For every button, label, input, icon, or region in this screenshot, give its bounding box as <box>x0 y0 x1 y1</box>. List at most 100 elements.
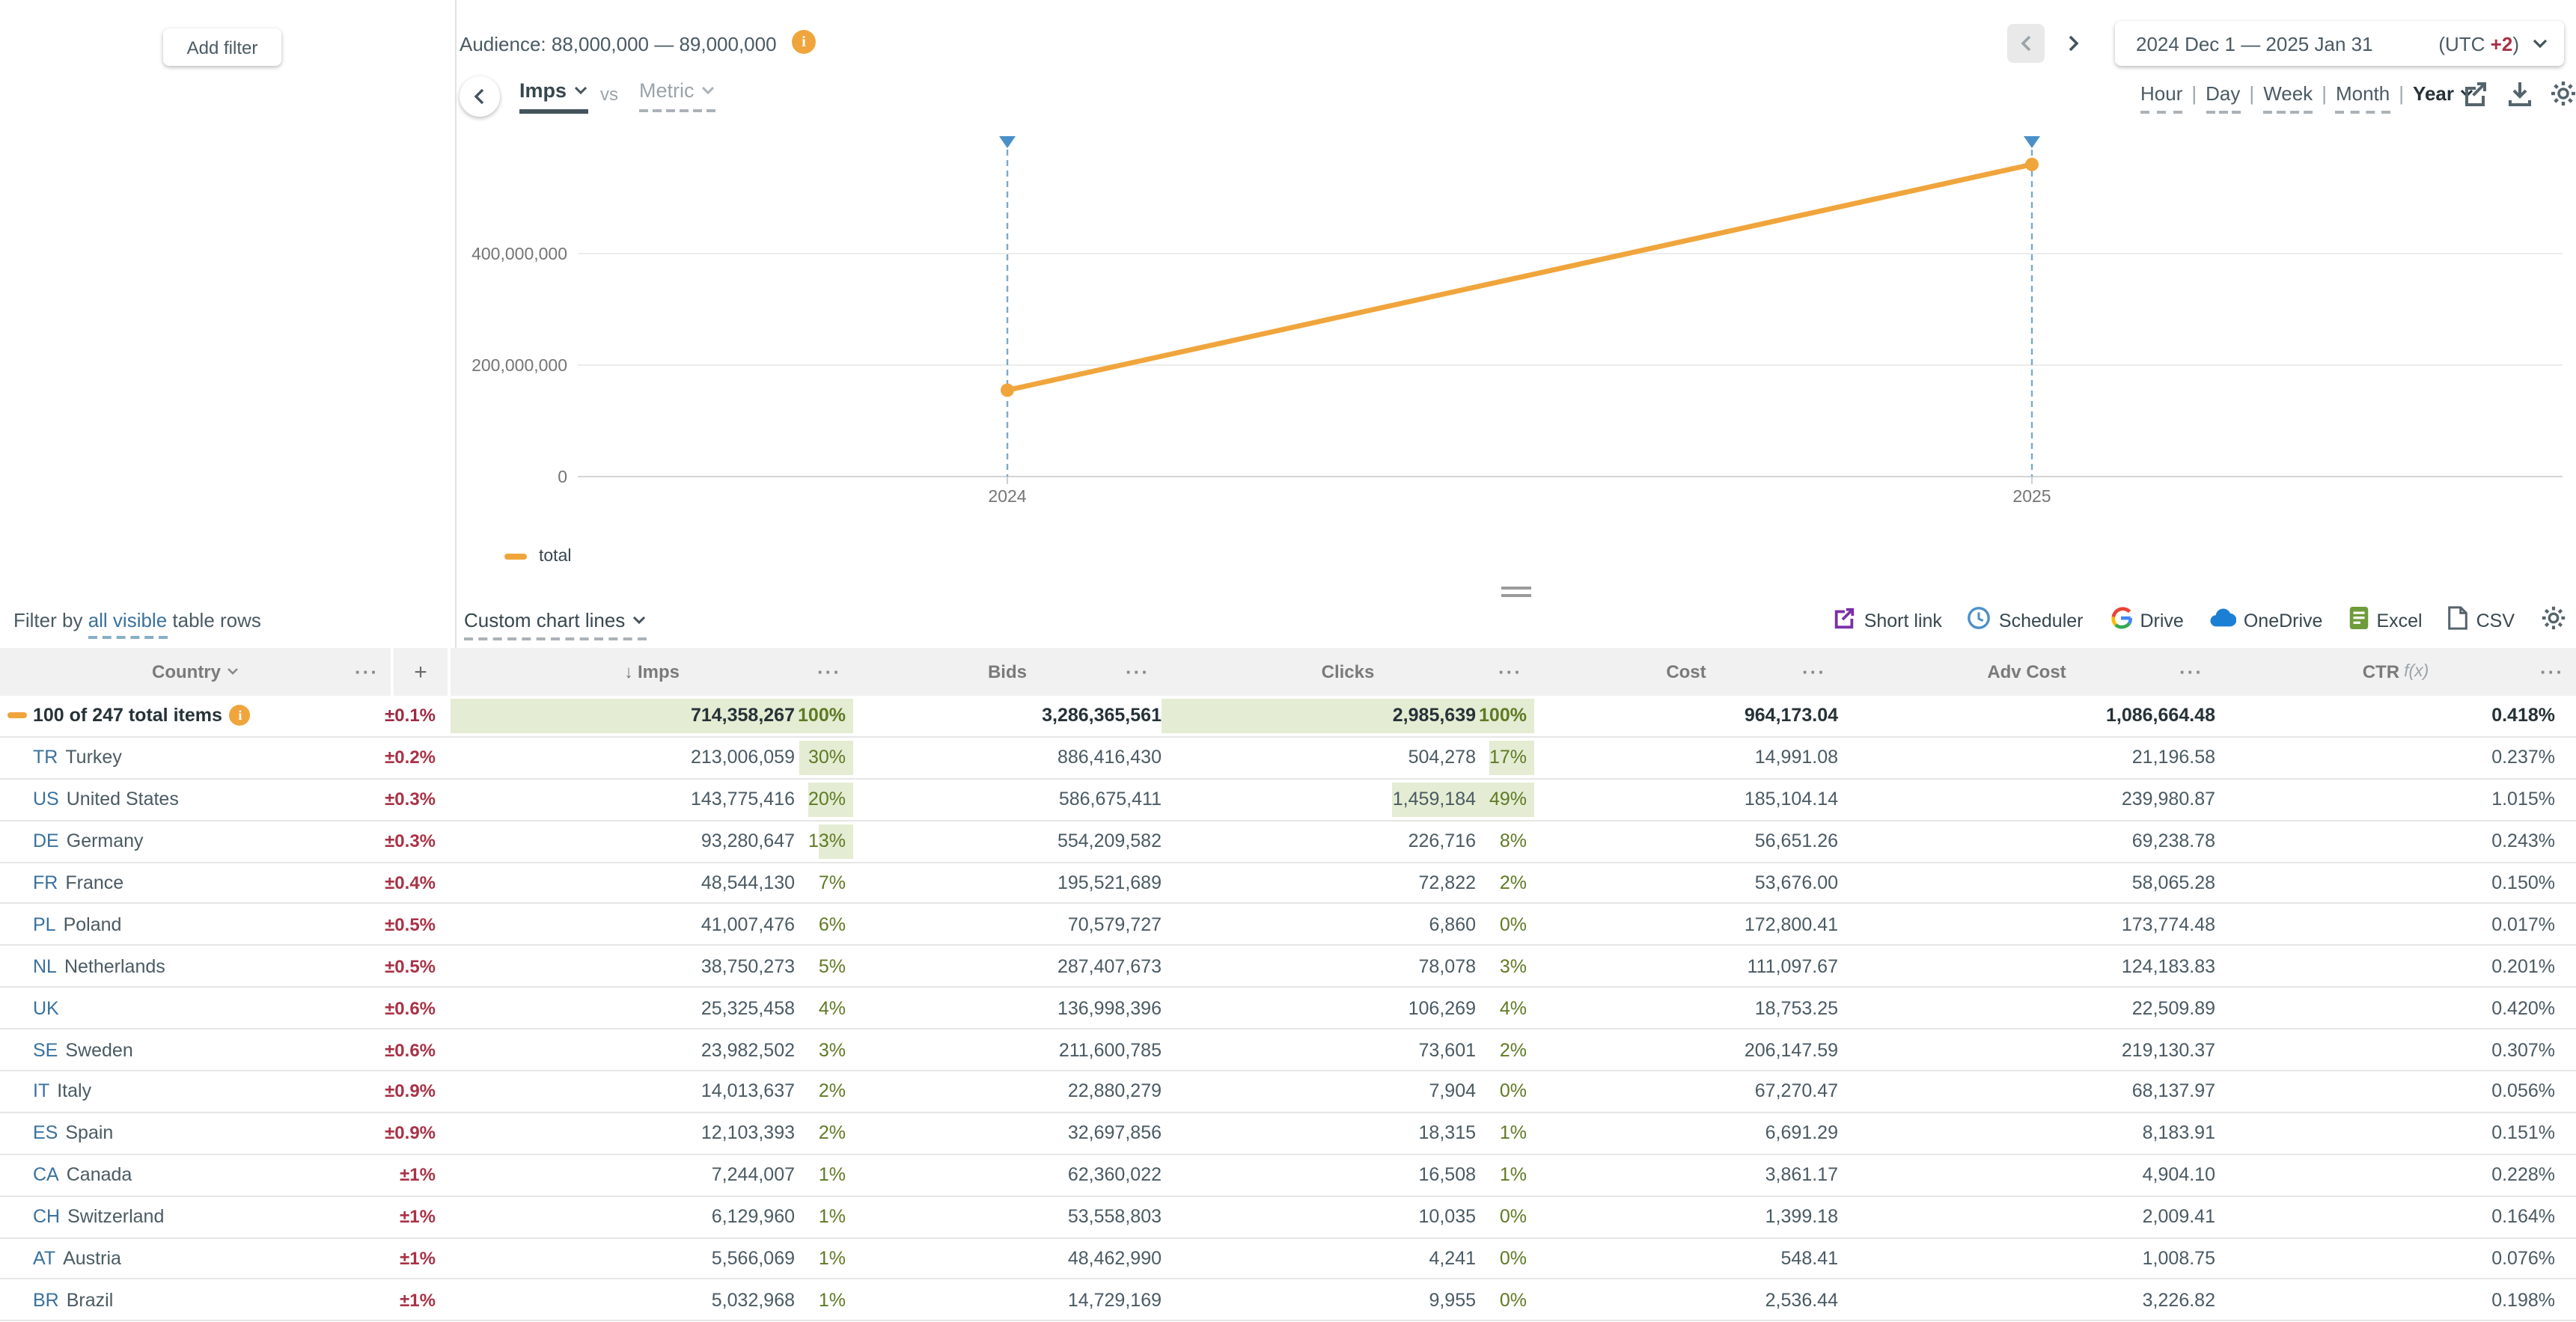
column-header-adv-cost[interactable]: Adv Cost ··· <box>1987 661 2203 683</box>
primary-metric-dropdown[interactable]: Imps <box>519 79 588 114</box>
imps-cell-percent: 1% <box>818 1206 846 1228</box>
row-right-pad <box>2555 863 2576 903</box>
imps-cell-value: 23,982,502 <box>701 1039 795 1061</box>
imps-cell: 48,544,130 7% <box>451 863 853 903</box>
sampling-error-cell: ±0.2% <box>385 747 436 768</box>
annotation-triangle-marker[interactable] <box>999 136 1016 148</box>
country-code: ES <box>33 1122 58 1144</box>
custom-chart-lines-dropdown[interactable]: Custom chart lines <box>464 609 647 640</box>
x-axis-tick-label: 2025 <box>2012 486 2051 506</box>
granularity-month[interactable]: Month <box>2335 82 2390 114</box>
granularity-day[interactable]: Day <box>2206 82 2241 114</box>
table-row[interactable]: IT Italy ±0.9% 14,013,637 2% 22,880,279 7,904 0… <box>0 1071 2576 1113</box>
country-column-menu-icon[interactable]: ··· <box>355 661 379 683</box>
clicks-cell: 106,269 4% <box>1162 988 1534 1028</box>
annotation-triangle-marker[interactable] <box>2024 136 2040 148</box>
granularity-hour[interactable]: Hour <box>2140 82 2183 114</box>
column-header-cost[interactable]: Cost ··· <box>1666 661 1826 683</box>
csv-file-icon <box>2448 606 2469 634</box>
open-in-new-icon[interactable] <box>2461 79 2489 108</box>
bids-column-menu-icon[interactable]: ··· <box>1126 661 1150 683</box>
table-row[interactable]: PL Poland ±0.5% 41,007,476 6% 70,579,727 6,860… <box>0 905 2576 946</box>
add-filter-button[interactable]: Add filter <box>163 28 281 66</box>
total-info-icon[interactable]: i <box>229 705 251 726</box>
granularity-year[interactable]: Year <box>2413 82 2473 111</box>
chevron-right-icon <box>2068 35 2078 52</box>
column-header-country[interactable]: Country ··· <box>152 661 379 683</box>
line-chart[interactable]: 0 200,000,000 400,000,000 2024 2025 <box>455 117 2576 543</box>
date-next-button[interactable] <box>2054 24 2091 63</box>
date-range-picker[interactable]: 2024 Dec 1 — 2025 Jan 31 (UTC +2) <box>2115 21 2564 66</box>
all-visible-link[interactable]: all visible <box>88 609 168 639</box>
adv-cost-cell: 2,009.41 <box>2142 1206 2215 1228</box>
sampling-error-cell: ±0.3% <box>385 830 436 852</box>
scheduler-export-button[interactable]: Scheduler <box>1968 606 2084 634</box>
column-header-clicks[interactable]: Clicks ··· <box>1321 661 1522 683</box>
series-line-total[interactable] <box>1007 162 2033 393</box>
granularity-week[interactable]: Week <box>2263 82 2313 114</box>
sampling-error-cell: ±1% <box>400 1164 436 1186</box>
adv-cost-column-menu-icon[interactable]: ··· <box>2179 661 2203 683</box>
sampling-error-cell: ±0.1% <box>385 705 436 726</box>
table-row[interactable]: US United States ±0.3% 143,775,416 20% 586,67… <box>0 780 2576 821</box>
download-icon[interactable] <box>2506 79 2534 108</box>
table-row[interactable]: AT Austria ±1% 5,566,069 1% 48,462,990 4,241 0%… <box>0 1238 2576 1280</box>
clicks-cell-value: 4,241 <box>1429 1248 1476 1270</box>
imps-cell-value: 41,007,476 <box>701 914 795 935</box>
table-row[interactable]: SE Sweden ±0.6% 23,982,502 3% 211,600,785 73,6… <box>0 1029 2576 1072</box>
imps-column-menu-icon[interactable]: ··· <box>817 661 841 683</box>
legend-color-chip <box>504 554 527 560</box>
table-row[interactable]: UK ±0.6% 25,325,458 4% 136,998,396 106,269 4% 1… <box>0 988 2576 1030</box>
column-header-imps[interactable]: ↓ Imps ··· <box>623 661 841 683</box>
table-row[interactable]: FR France ±0.4% 48,544,130 7% 195,521,689 72,8… <box>0 863 2576 905</box>
percent-bar <box>819 824 853 859</box>
imps-cell-value: 714,358,267 <box>690 705 795 726</box>
filter-by-control: Filter by all visible table rows <box>13 609 261 639</box>
excel-export-button[interactable]: Excel <box>2348 606 2423 634</box>
country-code: IT <box>33 1080 50 1102</box>
clicks-cell-percent: 49% <box>1489 789 1527 810</box>
chevron-down-icon <box>227 668 237 675</box>
imps-cell-percent: 1% <box>818 1248 846 1270</box>
data-point[interactable] <box>2025 157 2039 171</box>
row-right-pad <box>2555 1196 2576 1237</box>
table-row[interactable]: CA Canada ±1% 7,244,007 1% 62,360,022 16,508 1%… <box>0 1155 2576 1197</box>
sampling-error-cell: ±1% <box>400 1206 436 1228</box>
audience-info-icon[interactable]: i <box>792 30 816 54</box>
country-name: Turkey <box>65 747 122 768</box>
chart-back-button[interactable] <box>460 76 500 117</box>
clicks-cell: 1,459,184 49% <box>1162 780 1534 820</box>
onedrive-export-button[interactable]: OneDrive <box>2209 608 2322 633</box>
table-row[interactable]: BR Brazil ±1% 5,032,968 1% 14,729,169 9,955 0% 2… <box>0 1280 2576 1322</box>
table-row[interactable]: DE Germany ±0.3% 93,280,647 13% 554,209,582 22… <box>0 821 2576 863</box>
country-name: France <box>65 872 124 893</box>
column-header-bids[interactable]: Bids ··· <box>987 661 1150 683</box>
chart-settings-gear-icon[interactable] <box>2549 79 2576 108</box>
imps-cell: 41,007,476 6% <box>451 905 853 945</box>
clicks-cell-value: 106,269 <box>1408 997 1476 1019</box>
table-row[interactable]: CH Switzerland ±1% 6,129,960 1% 53,558,803 10,… <box>0 1196 2576 1239</box>
table-row[interactable]: NL Netherlands ±0.5% 38,750,273 5% 287,407,67… <box>0 946 2576 988</box>
clicks-column-menu-icon[interactable]: ··· <box>1498 661 1522 683</box>
column-header-ctr[interactable]: CTR f(x) ··· <box>2362 661 2564 683</box>
table-row-total[interactable]: 100 of 247 total items i ±0.1% 714,358,267 1… <box>0 696 2576 738</box>
country-cell: 100 of 247 total items i <box>0 696 391 736</box>
chart-table-resize-handle[interactable] <box>1501 587 1531 602</box>
adv-cost-cell: 4,904.10 <box>2142 1164 2215 1186</box>
date-prev-button[interactable] <box>2007 24 2045 63</box>
csv-export-button[interactable]: CSV <box>2448 606 2515 634</box>
data-point[interactable] <box>1001 383 1014 397</box>
table-row[interactable]: TR Turkey ±0.2% 213,006,059 30% 886,416,430 50… <box>0 738 2576 780</box>
short-link-export-button[interactable]: Short link <box>1833 606 1942 634</box>
ctr-column-menu-icon[interactable]: ··· <box>2540 661 2564 683</box>
table-row[interactable]: ES Spain ±0.9% 12,103,393 2% 32,697,856 18,315… <box>0 1113 2576 1155</box>
country-cell: TR Turkey <box>0 738 391 778</box>
compare-metric-dropdown[interactable]: Metric <box>639 79 715 112</box>
imps-cell-percent: 6% <box>818 914 846 935</box>
country-name: Sweden <box>65 1039 133 1061</box>
add-column-button[interactable]: + <box>391 648 451 696</box>
table-settings-gear-icon[interactable] <box>2540 605 2567 636</box>
drive-export-button[interactable]: Drive <box>2109 606 2184 634</box>
row-right-pad <box>2555 988 2576 1028</box>
cost-column-menu-icon[interactable]: ··· <box>1802 661 1826 683</box>
